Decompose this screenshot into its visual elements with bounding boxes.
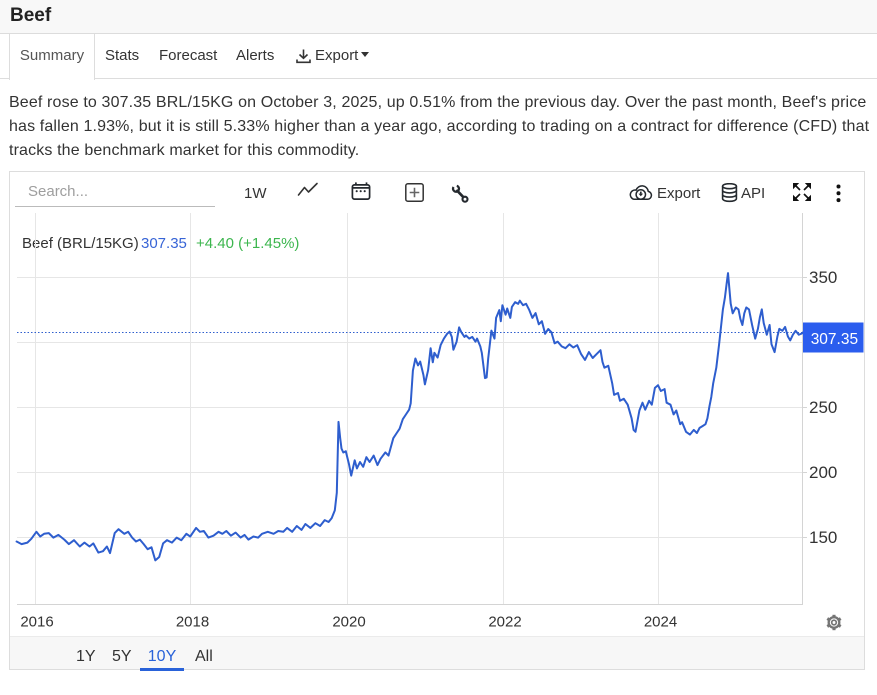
svg-text:2020: 2020: [332, 614, 365, 631]
svg-text:2022: 2022: [488, 614, 521, 631]
svg-text:200: 200: [809, 463, 837, 482]
svg-text:2018: 2018: [176, 614, 209, 631]
svg-text:307.35: 307.35: [811, 331, 858, 348]
svg-text:2024: 2024: [644, 614, 677, 631]
svg-text:150: 150: [809, 528, 837, 547]
svg-text:350: 350: [809, 268, 837, 287]
svg-text:2016: 2016: [20, 614, 53, 631]
svg-text:250: 250: [809, 398, 837, 417]
